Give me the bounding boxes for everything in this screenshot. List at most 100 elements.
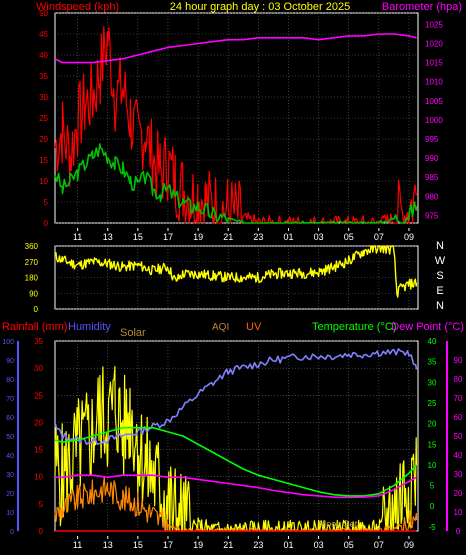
wind-xtick-label: 23: [253, 232, 263, 242]
humidity-ytick-label: 100: [2, 339, 14, 346]
barometer-ytick-label: 1000: [425, 116, 443, 125]
windspeed-ytick-label: 0: [44, 219, 49, 228]
dewpoint-series-line: [55, 474, 417, 499]
barometer-ytick-label: 995: [425, 135, 439, 144]
wind-xtick-label: 15: [133, 232, 143, 242]
humidity-ytick-label: 40: [6, 453, 14, 460]
temperature-series-line: [54, 426, 418, 497]
windspeed-ytick-label: 5: [44, 198, 49, 207]
dewpoint-ytick-label: 50: [454, 432, 463, 441]
direction-ytick-label: 360: [25, 242, 39, 251]
barometer-ytick-label: 1025: [425, 20, 443, 29]
windspeed-axis-label: Windspeed (kph): [36, 1, 119, 13]
temperature-legend-label: Temperature (°C): [312, 321, 396, 333]
wind-direction-series-line: [54, 245, 418, 298]
windspeed-ytick-label: 25: [39, 114, 48, 123]
windspeed-ytick-label: 30: [39, 93, 48, 102]
dewpoint-ytick-label: 0: [456, 527, 461, 536]
wind-average-series-line: [54, 143, 418, 224]
humidity-ytick-label: 0: [10, 529, 14, 536]
rainfall-legend-label: Rainfall (mm): [2, 321, 67, 333]
temperature-ytick-label: 25: [428, 399, 437, 408]
aqi-legend-label: AQI: [212, 322, 229, 333]
dewpoint-ytick-label: 20: [454, 489, 463, 498]
windspeed-ytick-label: 10: [39, 177, 48, 186]
windspeed-series-line: [54, 26, 418, 224]
humidity-ytick-label: 70: [6, 396, 14, 403]
compass-label: N: [436, 300, 444, 312]
temp-xtick-label: 21: [223, 540, 233, 550]
wind-xtick-label: 07: [374, 232, 384, 242]
direction-ytick-label: 180: [25, 274, 39, 283]
direction-ytick-label: 90: [29, 289, 38, 298]
temp-xtick-label: 05: [344, 540, 354, 550]
dewpoint-ytick-label: 70: [454, 394, 463, 403]
temperature-ytick-label: 40: [428, 337, 437, 346]
humidity-series-line: [54, 348, 418, 446]
humidity-ytick-label: 50: [6, 434, 14, 441]
humidity-legend-label: Humidity: [68, 321, 111, 333]
dewpoint-ytick-label: 80: [454, 375, 463, 384]
rainfall-ytick-label: 0: [39, 527, 44, 536]
dewpoint-legend-label: Dew Point (°C): [391, 321, 464, 333]
barometer-ytick-label: 1005: [425, 97, 443, 106]
temp-xtick-label: 09: [404, 540, 414, 550]
temperature-ytick-label: 0: [430, 502, 435, 511]
temp-xtick-label: 19: [193, 540, 203, 550]
barometer-ytick-label: 1020: [425, 40, 443, 49]
barometer-series-line: [54, 33, 417, 64]
temp-xtick-label: 17: [163, 540, 173, 550]
compass-label: W: [435, 255, 446, 267]
wind-barometer-chart: 0510152025303540455097598098599099510001…: [39, 9, 443, 242]
humidity-ytick-label: 30: [6, 472, 14, 479]
rainfall-ytick-label: 5: [39, 500, 44, 509]
wind-xtick-label: 03: [314, 232, 324, 242]
wind-xtick-label: 21: [223, 232, 233, 242]
barometer-ytick-label: 1015: [425, 59, 443, 68]
windspeed-ytick-label: 15: [39, 156, 48, 165]
temp-xtick-label: 15: [133, 540, 143, 550]
wind-xtick-label: 11: [73, 232, 82, 242]
temperature-ytick-label: -5: [428, 523, 436, 532]
temperature-ytick-label: 5: [430, 482, 435, 491]
rainfall-ytick-label: 30: [34, 364, 43, 373]
graph-title: 24 hour graph day : 03 October 2025: [170, 1, 350, 13]
barometer-ytick-label: 980: [425, 192, 439, 201]
humidity-ytick-label: 90: [6, 358, 14, 365]
dewpoint-ytick-label: 60: [454, 413, 463, 422]
temperature-humidity-chart: 051015202530350102030405060708090100-505…: [2, 337, 463, 550]
rainfall-ytick-label: 10: [34, 473, 43, 482]
barometer-ytick-label: 985: [425, 173, 439, 182]
temp-xtick-label: 03: [314, 540, 324, 550]
temp-xtick-label: 13: [103, 540, 113, 550]
humidity-ytick-label: 60: [6, 415, 14, 422]
dewpoint-ytick-label: 10: [454, 508, 463, 517]
moon-set-annotation: Moon Set: [319, 519, 358, 529]
windspeed-ytick-label: 20: [39, 135, 48, 144]
rainfall-ytick-label: 20: [34, 418, 43, 427]
humidity-ytick-label: 10: [6, 510, 14, 517]
rainfall-ytick-label: 15: [34, 446, 43, 455]
barometer-ytick-label: 990: [425, 154, 439, 163]
solar-legend-label: Solar: [120, 327, 146, 339]
temp-xtick-label: 01: [283, 540, 293, 550]
dewpoint-ytick-label: 30: [454, 470, 463, 479]
temperature-ytick-label: 20: [428, 420, 437, 429]
temp-xtick-label: 11: [73, 540, 82, 550]
temperature-ytick-label: 30: [428, 378, 437, 387]
wind-xtick-label: 17: [163, 232, 173, 242]
dewpoint-ytick-label: 40: [454, 451, 463, 460]
temperature-ytick-label: 10: [428, 461, 437, 470]
solar-series-line: [54, 366, 418, 532]
dewpoint-ytick-label: 90: [454, 356, 463, 365]
compass-label: N: [436, 240, 444, 252]
humidity-ytick-label: 80: [6, 377, 14, 384]
temp-xtick-label: 07: [374, 540, 384, 550]
temperature-ytick-label: 35: [428, 358, 437, 367]
wind-xtick-label: 19: [193, 232, 203, 242]
wind-xtick-label: 01: [283, 232, 293, 242]
windspeed-ytick-label: 35: [39, 72, 48, 81]
windspeed-ytick-label: 45: [39, 30, 48, 39]
